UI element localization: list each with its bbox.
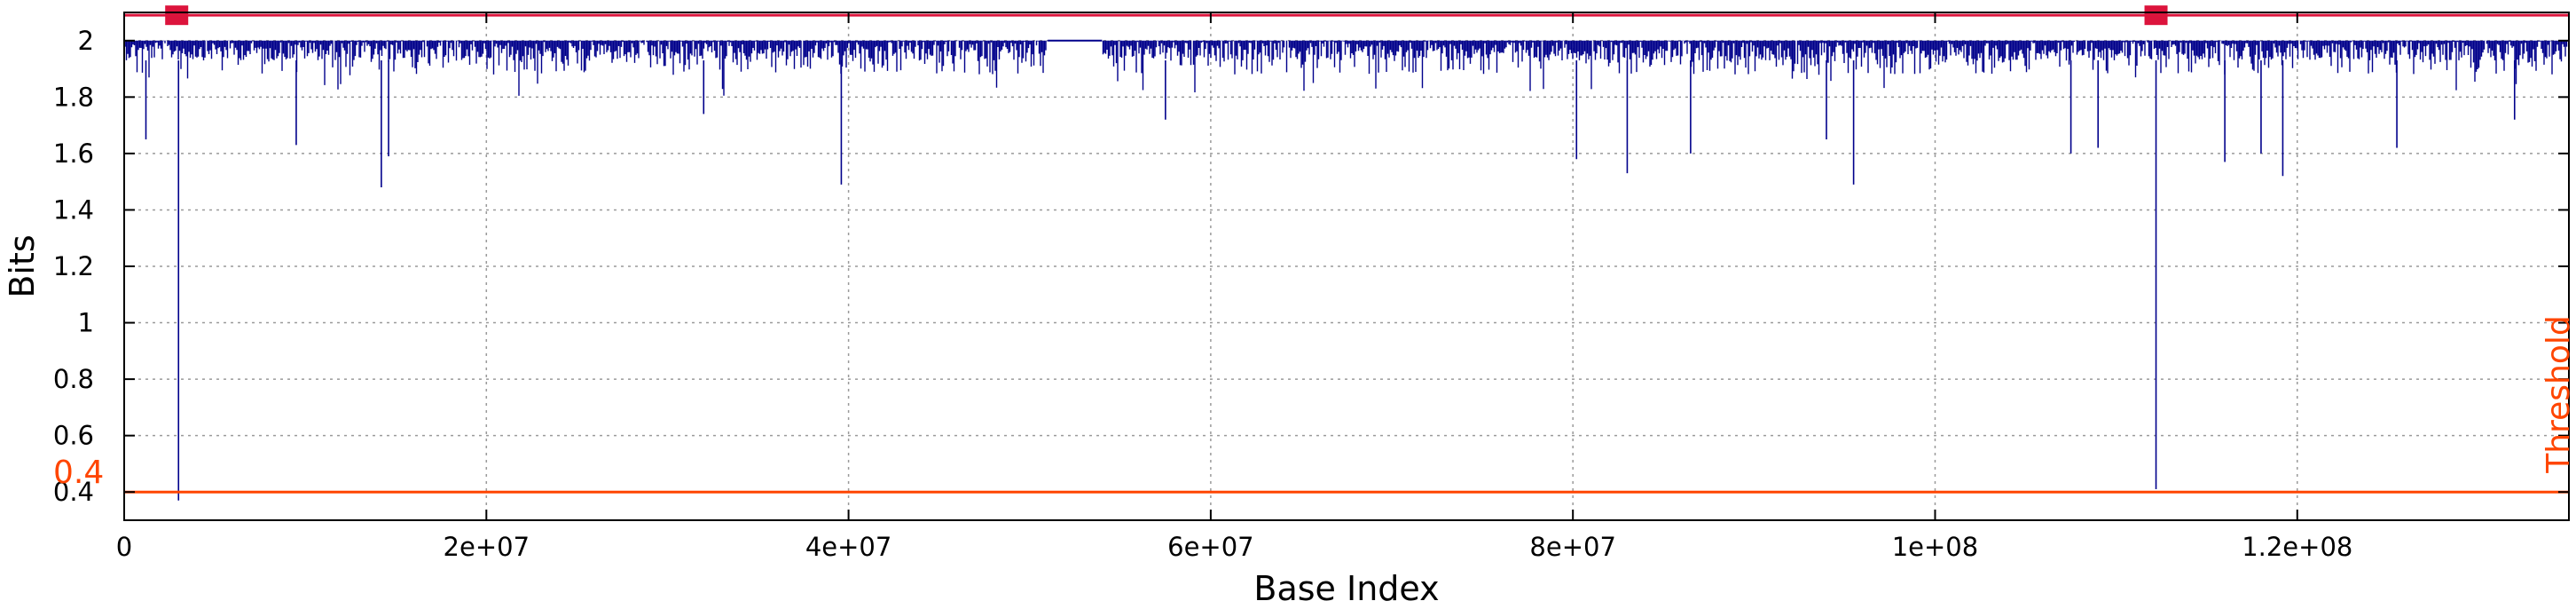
marker-square [2144,5,2168,26]
y-axis-title: Bits [3,234,42,297]
threshold-label: Threshold [2541,315,2576,473]
x-axis-ticks: 0 2e+07 4e+07 6e+07 8e+07 1e+08 1.2e+08 [116,12,2352,562]
x-tick-label: 0 [116,532,132,562]
x-tick-label: 8e+07 [1529,532,1616,562]
reference-lines [124,5,2569,494]
threshold-value-label: 0.4 [53,455,104,491]
x-tick-label: 4e+07 [805,532,892,562]
y-tick-label: 1 [78,308,94,338]
marker-square [165,5,189,26]
y-tick-label: 0.6 [53,421,94,451]
y-tick-label: 0.8 [53,364,94,394]
grid-lines [124,12,2569,520]
x-tick-label: 1e+08 [1892,532,1979,562]
y-tick-label: 1.2 [53,251,94,281]
y-tick-label: 1.8 [53,82,94,112]
y-tick-label: 0.4 [53,477,94,507]
x-tick-label: 2e+07 [444,532,530,562]
y-axis-ticks: 0.4 0.6 0.8 1 1.2 1.4 1.6 1.8 2 [53,26,2569,507]
series-bits [124,39,2568,501]
series-band [124,40,2568,96]
x-tick-label: 1.2e+08 [2242,532,2352,562]
x-axis-title: Base Index [1253,569,1439,608]
y-tick-label: 1.4 [53,194,94,225]
x-tick-label: 6e+07 [1167,532,1254,562]
y-tick-label: 2 [78,26,94,56]
y-tick-label: 1.6 [53,138,94,169]
